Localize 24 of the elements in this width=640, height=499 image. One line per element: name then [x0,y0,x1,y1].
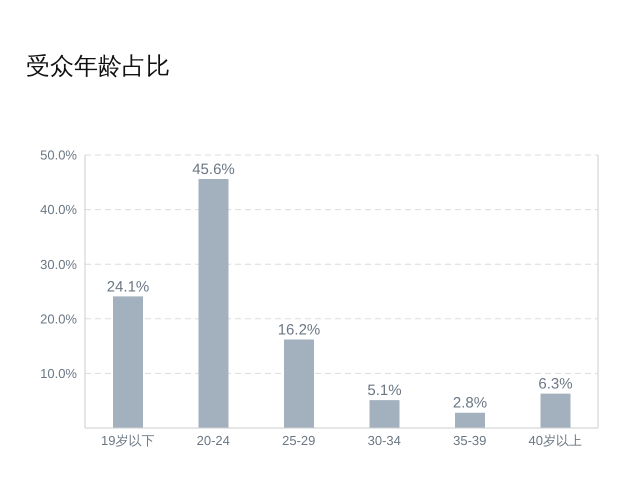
data-label: 16.2% [278,322,320,339]
bar [198,179,228,428]
data-label: 6.3% [538,376,573,393]
bar [455,412,485,428]
data-label: 2.8% [452,394,488,412]
data-label: 24.1% [106,278,150,296]
y-tick-label: 40.0% [40,202,78,218]
bar [370,400,400,428]
data-label: 5.1% [367,382,402,400]
bar [540,394,570,428]
x-tick-label: 19岁以下 [101,433,154,448]
chart-title: 受众年龄占比 [26,52,170,82]
x-tick-label: 40岁以上 [528,433,582,448]
x-tick-label: 35-39 [453,433,486,448]
y-tick-label: 50.0% [40,148,78,163]
bar [113,296,143,428]
x-tick-label: 30-34 [368,433,401,448]
y-tick-label: 30.0% [40,256,78,272]
bar [284,340,314,428]
x-tick-label: 25-29 [282,433,316,448]
y-tick-label: 10.0% [40,366,78,382]
x-tick-label: 20-24 [196,433,230,448]
y-tick-label: 20.0% [40,311,78,326]
data-label: 45.6% [192,161,235,178]
